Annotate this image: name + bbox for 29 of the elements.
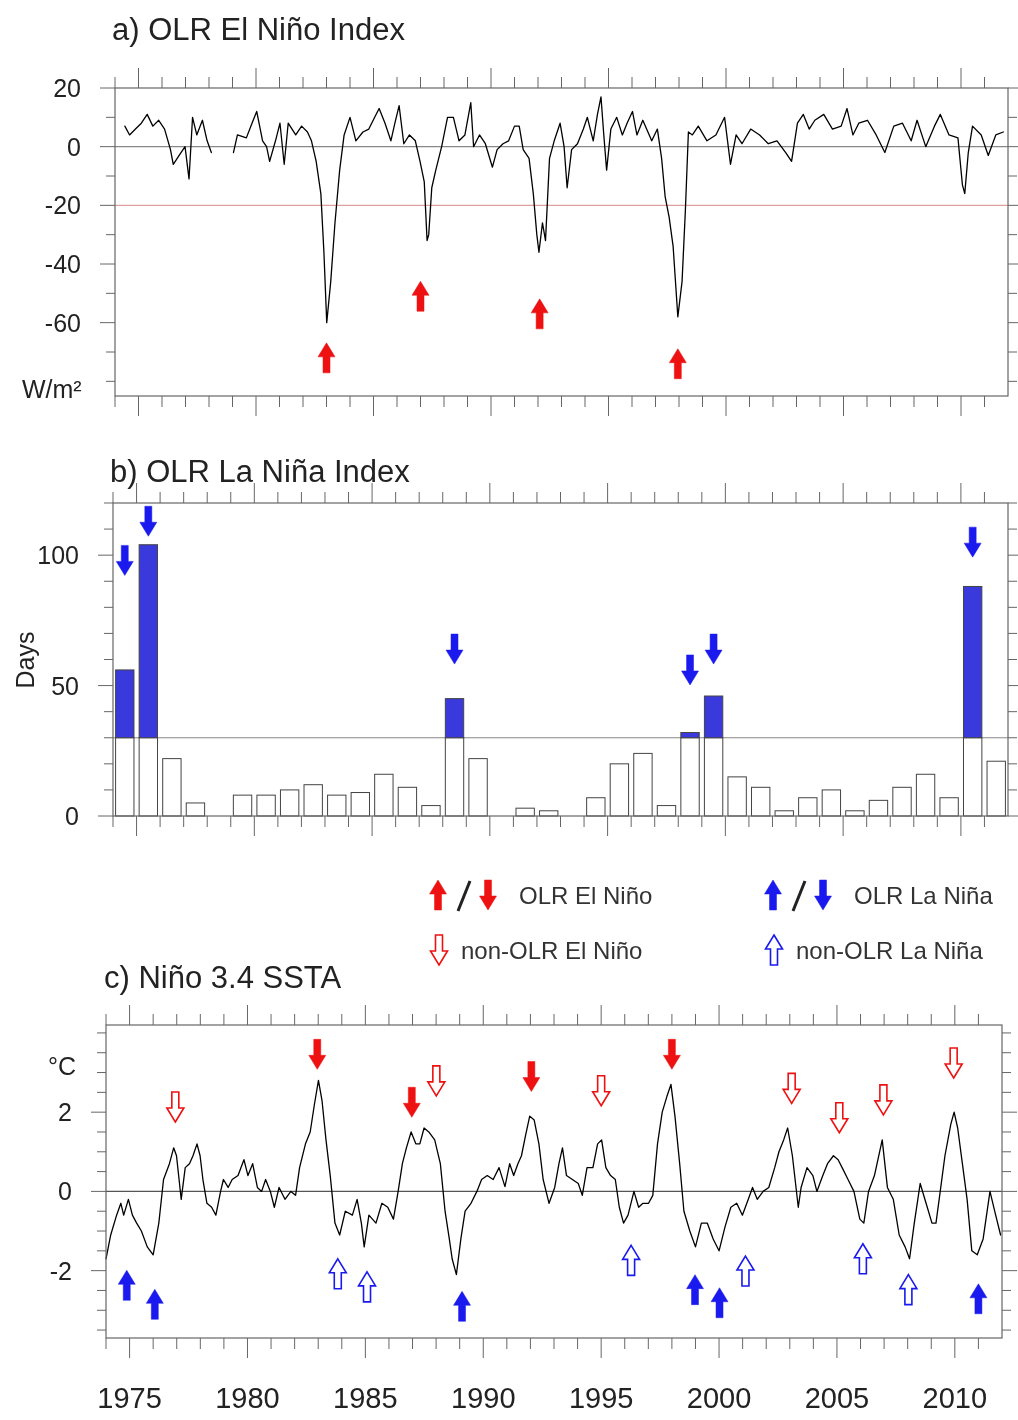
x-tick-label: 1990 (451, 1382, 516, 1414)
chart-title: a) OLR El Niño Index (112, 12, 406, 47)
y-tick-label: 100 (37, 541, 79, 570)
y-tick-label: 0 (65, 802, 79, 830)
chart-title: b) OLR La Niña Index (110, 454, 411, 489)
y-tick-label: 0 (58, 1177, 72, 1206)
y-tick-label: -60 (44, 308, 81, 337)
x-tick-label: 2005 (804, 1382, 870, 1414)
x-tick-label: 1985 (333, 1382, 398, 1414)
chart-title: c) Niño 3.4 SSTA (104, 960, 342, 995)
legend-label: non-OLR El Niño (461, 937, 643, 964)
y-tick-label: 2 (58, 1098, 72, 1127)
y-tick-label: 20 (53, 74, 81, 102)
legend-label: non-OLR La Niña (796, 937, 984, 964)
y-tick-label: -20 (44, 191, 81, 220)
y-tick-label: -2 (49, 1256, 72, 1285)
x-tick-label: 1995 (568, 1382, 634, 1414)
legend-label: OLR El Niño (519, 882, 653, 909)
y-axis-title: °C (48, 1052, 77, 1080)
x-tick-label: 1975 (97, 1382, 162, 1414)
y-axis-title: W/m² (22, 375, 82, 403)
x-tick-label: 2010 (922, 1382, 988, 1414)
y-tick-label: 0 (67, 132, 81, 161)
x-tick-label: 1980 (215, 1382, 280, 1414)
y-axis-title: Days (11, 631, 39, 689)
x-tick-label: 2000 (686, 1382, 752, 1414)
y-tick-label: 50 (51, 671, 79, 700)
legend-label: OLR La Niña (854, 882, 994, 909)
y-tick-label: -40 (44, 250, 81, 278)
